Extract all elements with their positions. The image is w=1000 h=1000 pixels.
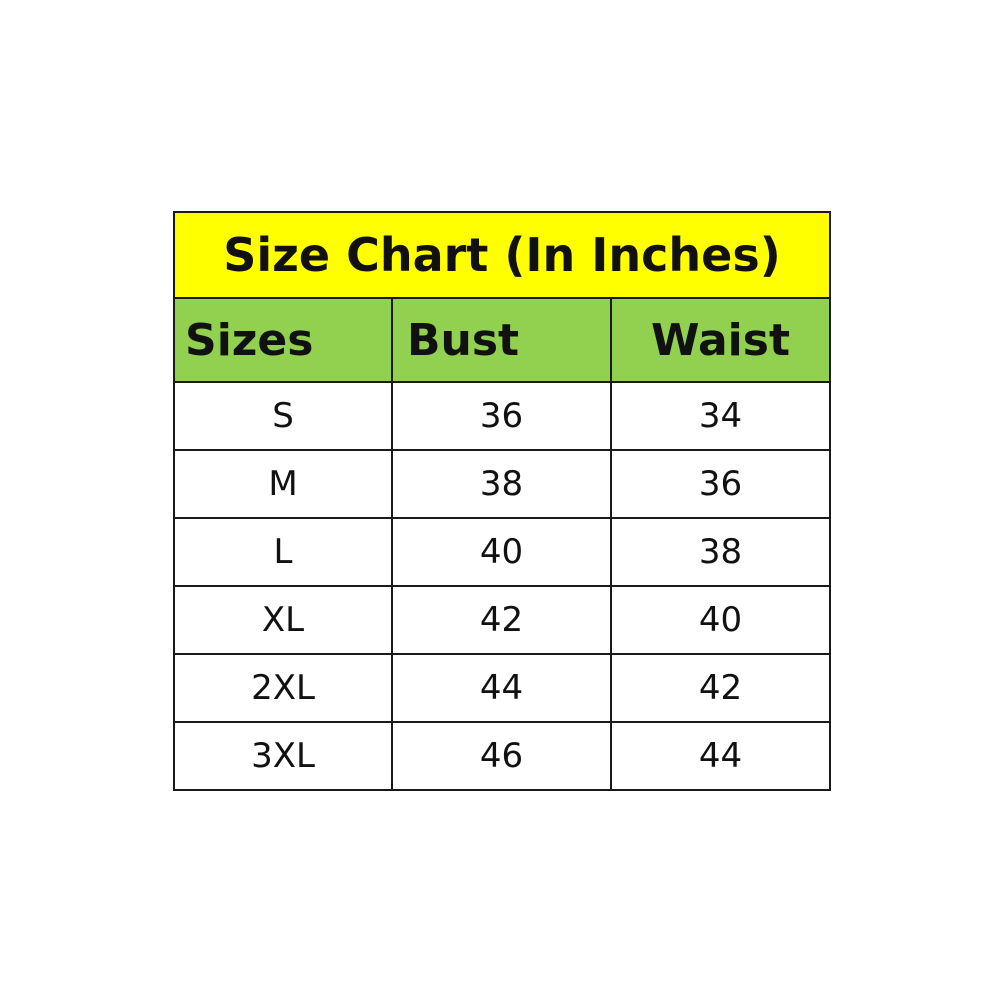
table-row: S 36 34 [173,381,832,451]
cell-waist: 36 [609,449,832,519]
cell-size: S [173,381,393,451]
cell-size: XL [173,585,393,655]
header-sizes: Sizes [173,297,393,383]
cell-waist: 34 [609,381,832,451]
cell-waist: 44 [609,721,832,791]
table-row: 3XL 46 44 [173,721,832,791]
cell-waist: 40 [609,585,832,655]
table-row: 2XL 44 42 [173,653,832,723]
cell-waist: 42 [609,653,832,723]
table-title: Size Chart (In Inches) [172,211,832,299]
cell-size: L [173,517,393,587]
cell-bust: 46 [391,721,612,791]
cell-size: M [173,449,393,519]
table-row: XL 42 40 [173,585,832,655]
cell-waist: 38 [609,517,832,587]
header-bust: Bust [391,297,612,383]
cell-size: 3XL [173,721,393,791]
cell-bust: 36 [391,381,612,451]
cell-bust: 38 [391,449,612,519]
header-waist: Waist [609,297,832,383]
cell-size: 2XL [173,653,393,723]
cell-bust: 44 [391,653,612,723]
table-row: L 40 38 [173,517,832,587]
table-row: M 38 36 [173,449,832,519]
cell-bust: 42 [391,585,612,655]
size-chart-table: Size Chart (In Inches) Sizes Bust Waist … [172,211,832,791]
cell-bust: 40 [391,517,612,587]
